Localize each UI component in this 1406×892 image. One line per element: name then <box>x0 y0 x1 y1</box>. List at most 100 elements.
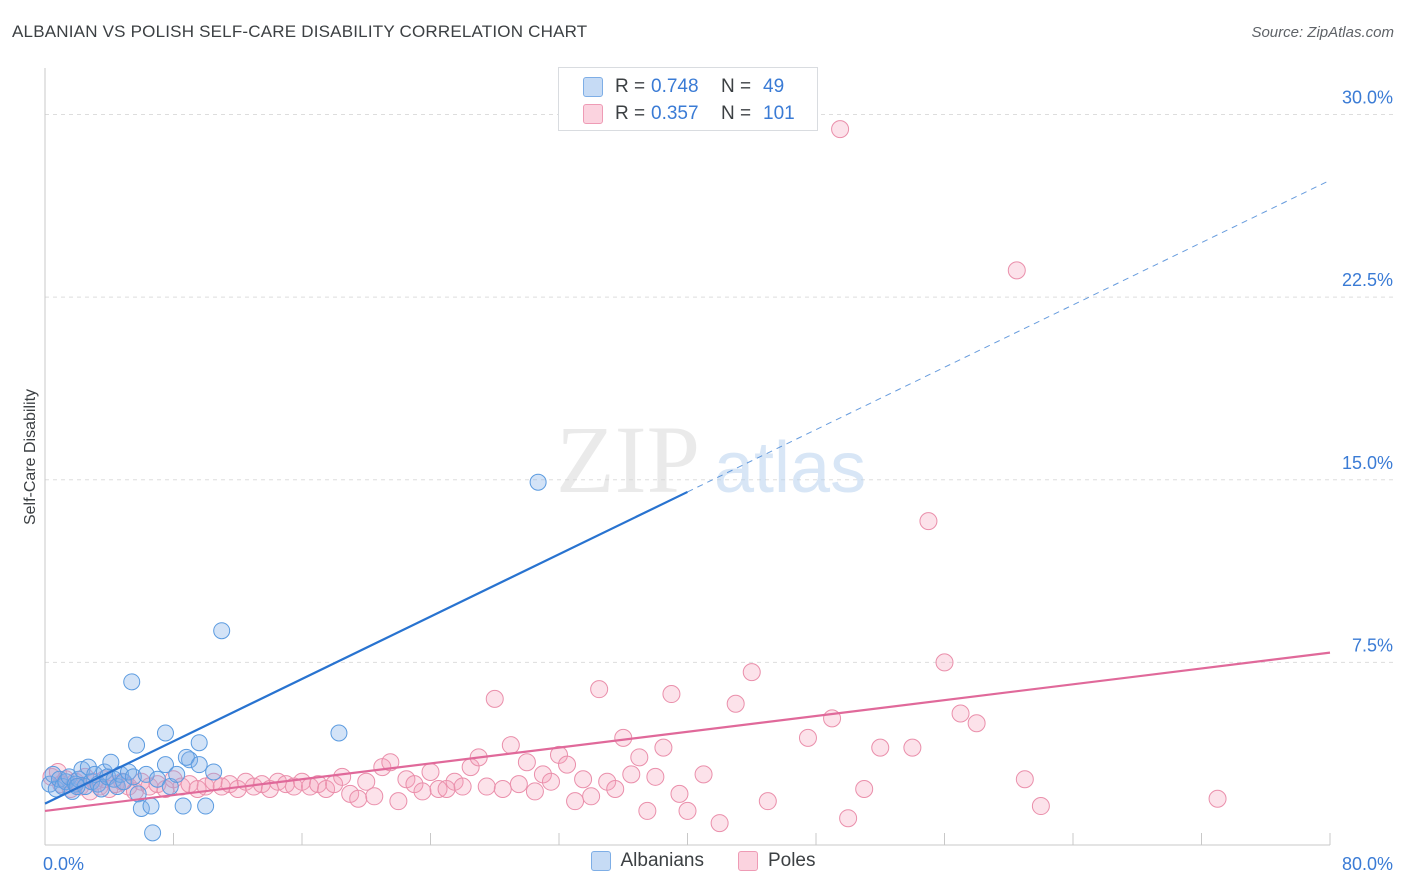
y-tick-label: 30.0% <box>1342 88 1393 108</box>
tick-labels: 7.5% 15.0% 22.5% 30.0% 0.0% 80.0% <box>43 88 1393 874</box>
poles-point <box>558 755 577 774</box>
poles-point <box>670 784 689 803</box>
poles-point <box>365 787 384 806</box>
legend-item-albanians: Albanians <box>590 850 704 872</box>
poles-point <box>1208 789 1227 808</box>
stats-row-albanians: R = 0.748 N = 49 <box>583 74 784 100</box>
albanians-point <box>205 763 223 781</box>
poles-point <box>413 782 432 801</box>
poles-point <box>935 653 954 672</box>
poles-point <box>839 809 858 828</box>
poles-trendline <box>44 651 1331 813</box>
albanians-point <box>128 736 146 754</box>
r-value: 0.357 <box>651 103 699 124</box>
albanians-series <box>41 473 547 842</box>
poles-point <box>903 738 922 757</box>
poles-point <box>758 792 777 811</box>
poles-point <box>630 748 649 767</box>
poles-point <box>525 782 544 801</box>
r-label: R = <box>615 103 646 124</box>
poles-legend-swatch <box>737 851 758 871</box>
albanians-point <box>68 778 86 796</box>
poles-point <box>349 789 368 808</box>
poles-point <box>389 792 408 811</box>
poles-point <box>638 801 657 820</box>
poles-point <box>477 777 496 796</box>
stats-legend: R = 0.748 N = 49 R = 0.357 N = 101 <box>558 67 818 131</box>
albanians-point <box>197 797 215 815</box>
r-value: 0.748 <box>651 76 699 97</box>
poles-point <box>967 714 986 733</box>
axes <box>44 68 1331 846</box>
poles-point <box>919 512 938 531</box>
trendlines <box>44 179 1331 813</box>
stats-row-poles: R = 0.357 N = 101 <box>583 101 795 127</box>
watermark-zip: ZIP <box>556 406 700 513</box>
albanians-point <box>174 797 192 815</box>
grid-lines <box>45 114 1394 663</box>
albanians-trendline <box>44 490 688 805</box>
poles-point <box>501 736 520 755</box>
poles-point <box>662 685 681 704</box>
poles-point <box>485 689 504 708</box>
poles-swatch <box>583 104 603 124</box>
n-value: 49 <box>763 76 785 97</box>
y-tick-label: 22.5% <box>1342 270 1393 290</box>
albanians-legend-swatch <box>590 851 611 871</box>
poles-point <box>710 814 729 833</box>
albanians-point <box>57 773 75 791</box>
n-label: N = <box>721 103 752 124</box>
poles-point <box>694 765 713 784</box>
poles-point <box>333 767 352 786</box>
poles-point <box>541 772 560 791</box>
poles-point <box>951 704 970 723</box>
albanians-point <box>73 761 91 779</box>
albanians-trendline-extension <box>687 179 1331 493</box>
albanians-point <box>156 724 174 742</box>
poles-point <box>855 779 874 798</box>
albanians-point <box>102 753 120 771</box>
poles-point <box>798 728 817 747</box>
poles-point <box>590 680 609 699</box>
albanians-point <box>190 734 208 752</box>
albanians-point <box>177 748 195 766</box>
poles-point <box>678 801 697 820</box>
albanians-point <box>168 765 186 783</box>
poles-point <box>871 738 890 757</box>
poles-point <box>566 792 585 811</box>
poles-point <box>493 779 512 798</box>
source-label: Source: ZipAtlas.com <box>1251 24 1394 41</box>
chart-title: ALBANIAN VS POLISH SELF-CARE DISABILITY … <box>12 22 588 41</box>
poles-point <box>582 787 601 806</box>
poles-point <box>574 770 593 789</box>
n-value: 101 <box>763 103 795 124</box>
albanians-point <box>148 770 166 788</box>
legend-item-poles: Poles <box>737 850 816 872</box>
albanians-point <box>156 756 174 774</box>
poles-point <box>357 772 376 791</box>
poles-point <box>622 765 641 784</box>
poles-point <box>1007 261 1026 280</box>
watermark-atlas: atlas <box>714 428 866 508</box>
poles-point <box>509 775 528 794</box>
poles-point <box>1031 797 1050 816</box>
poles-point <box>654 738 673 757</box>
poles-point <box>453 777 472 796</box>
albanians-point <box>123 673 141 691</box>
poles-point <box>726 694 745 713</box>
albanians-point <box>190 756 208 774</box>
albanians-point <box>124 768 142 786</box>
albanians-point <box>115 773 133 791</box>
y-axis-label: Self-Care Disability <box>22 389 39 525</box>
x-tick-label: 80.0% <box>1342 854 1393 874</box>
y-tick-label: 7.5% <box>1352 635 1393 655</box>
albanians-point <box>132 799 150 817</box>
albanians-point <box>142 797 160 815</box>
legend-label-albanians: Albanians <box>620 850 704 871</box>
albanians-point <box>330 724 348 742</box>
n-label: N = <box>721 76 752 97</box>
legend-label-poles: Poles <box>767 850 816 871</box>
r-label: R = <box>615 76 646 97</box>
albanians-point <box>529 473 547 491</box>
